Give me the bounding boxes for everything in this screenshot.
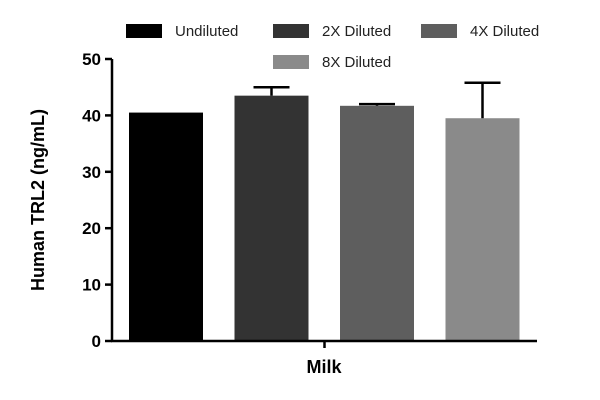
bar-4x-diluted <box>340 105 414 341</box>
y-tick-label: 40 <box>82 106 101 125</box>
y-tick-label: 10 <box>82 276 101 295</box>
error-bars <box>253 81 501 119</box>
legend-label-undiluted: Undiluted <box>175 23 238 40</box>
bars <box>129 95 520 341</box>
legend-label-4x-diluted: 4X Diluted <box>470 23 539 40</box>
legend-swatch-undiluted <box>126 24 162 38</box>
legend-swatch-8x-diluted <box>273 55 309 69</box>
y-tick-label: 0 <box>92 332 101 351</box>
x-axis-title: Milk <box>306 357 342 377</box>
y-tick-label: 20 <box>82 219 101 238</box>
legend: Undiluted 2X Diluted 4X Diluted 8X Diluted <box>126 23 539 71</box>
y-axis: 0 10 20 30 40 50 <box>82 50 114 351</box>
legend-label-2x-diluted: 2X Diluted <box>322 23 391 40</box>
legend-swatch-4x-diluted <box>421 24 457 38</box>
y-tick-label: 30 <box>82 163 101 182</box>
x-axis <box>111 339 537 348</box>
bar-8x-diluted <box>445 118 520 341</box>
legend-label-8x-diluted: 8X Diluted <box>322 54 391 71</box>
y-axis-title: Human TRL2 (ng/mL) <box>28 109 48 291</box>
bar-undiluted <box>129 112 203 341</box>
bar-2x-diluted <box>234 95 309 341</box>
y-tick-label: 50 <box>82 50 101 69</box>
legend-swatch-2x-diluted <box>273 24 309 38</box>
